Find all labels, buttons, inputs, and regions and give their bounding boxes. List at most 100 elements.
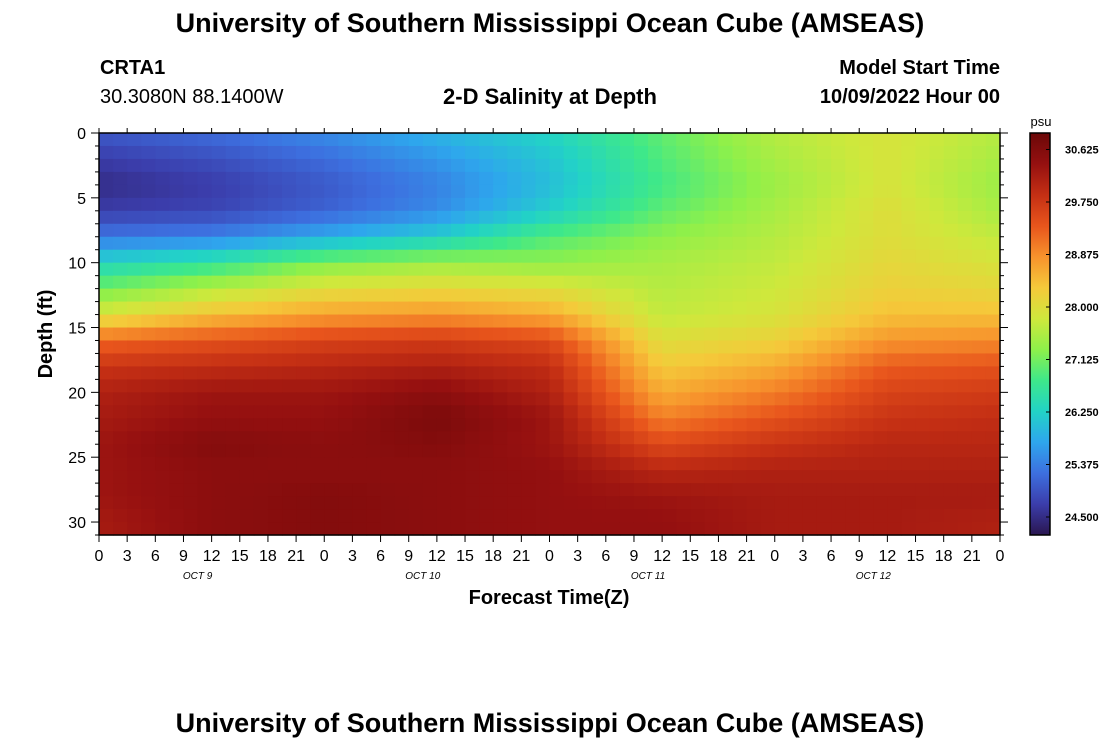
heatmap-cell xyxy=(99,223,114,238)
heatmap-cell xyxy=(662,133,677,147)
heatmap-cell xyxy=(648,288,663,303)
heatmap-cell xyxy=(563,405,579,419)
heatmap-cell xyxy=(465,431,480,445)
heatmap-cell xyxy=(535,418,551,432)
heatmap-cell xyxy=(155,314,170,329)
heatmap-cell xyxy=(929,288,945,303)
heatmap-cell xyxy=(225,133,241,147)
heatmap-cell xyxy=(816,522,832,536)
heatmap-cell xyxy=(831,483,846,497)
heatmap-cell xyxy=(99,496,114,510)
heatmap-cell xyxy=(141,340,156,355)
heatmap-cell xyxy=(507,470,522,484)
heatmap-cell xyxy=(816,145,832,160)
heatmap-cell xyxy=(732,470,748,484)
heatmap-cell xyxy=(436,145,452,160)
heatmap-cell xyxy=(831,444,846,458)
heatmap-cell xyxy=(619,223,635,238)
heatmap-cell xyxy=(535,288,551,303)
heatmap-cell xyxy=(901,197,917,212)
heatmap-cell xyxy=(859,340,874,355)
heatmap-cell xyxy=(507,379,522,393)
heatmap-cell xyxy=(211,171,227,186)
heatmap-cell xyxy=(605,171,621,186)
heatmap-cell xyxy=(788,353,804,368)
heatmap-cell xyxy=(859,392,874,406)
heatmap-cell xyxy=(549,145,565,160)
heatmap-cell xyxy=(324,392,339,406)
heatmap-cell xyxy=(408,314,424,329)
heatmap-cell xyxy=(436,457,452,471)
heatmap-cell xyxy=(465,145,480,160)
heatmap-cell xyxy=(605,210,621,225)
heatmap-cell xyxy=(845,262,860,277)
heatmap-cell xyxy=(507,314,522,329)
heatmap-cell xyxy=(507,405,522,419)
heatmap-cell xyxy=(985,236,1001,251)
heatmap-cell xyxy=(169,340,185,355)
heatmap-cell xyxy=(732,171,748,186)
heatmap-cell xyxy=(718,236,734,251)
heatmap-cell xyxy=(521,236,537,251)
heatmap-cell xyxy=(901,483,917,497)
heatmap-cell xyxy=(155,418,170,432)
heatmap-cell xyxy=(662,171,677,186)
heatmap-cell xyxy=(324,431,339,445)
heatmap-cell xyxy=(310,470,325,484)
heatmap-cell xyxy=(915,379,931,393)
heatmap-cell xyxy=(310,262,325,277)
heatmap-cell xyxy=(605,145,621,160)
heatmap-cell xyxy=(155,236,170,251)
heatmap-cell xyxy=(521,223,537,238)
heatmap-cell xyxy=(366,236,382,251)
heatmap-cell xyxy=(943,249,959,264)
heatmap-cell xyxy=(549,184,565,199)
heatmap-cell xyxy=(310,392,325,406)
heatmap-cell xyxy=(225,197,241,212)
heatmap-cell xyxy=(690,522,705,536)
heatmap-cell xyxy=(113,405,128,419)
heatmap-cell xyxy=(521,392,537,406)
heatmap-cell xyxy=(633,457,649,471)
heatmap-cell xyxy=(141,171,156,186)
heatmap-cell xyxy=(183,366,199,380)
heatmap-cell xyxy=(887,158,903,173)
heatmap-cell xyxy=(901,301,917,316)
heatmap-cell xyxy=(479,496,494,510)
heatmap-cell xyxy=(127,133,142,147)
heatmap-cell xyxy=(690,340,705,355)
heatmap-cell xyxy=(450,353,466,368)
heatmap-cell xyxy=(450,275,466,290)
heatmap-cell xyxy=(394,509,410,523)
heatmap-cell xyxy=(99,431,114,445)
heatmap-cell xyxy=(873,340,888,355)
heatmap-cell xyxy=(380,223,396,238)
heatmap-cell xyxy=(113,353,128,368)
heatmap-cell xyxy=(901,457,917,471)
heatmap-cell xyxy=(141,392,156,406)
heatmap-cell xyxy=(985,223,1001,238)
heatmap-cell xyxy=(873,379,888,393)
heatmap-cell xyxy=(901,444,917,458)
heatmap-cell xyxy=(183,249,199,264)
heatmap-cell xyxy=(901,314,917,329)
heatmap-cell xyxy=(479,392,494,406)
heatmap-cell xyxy=(774,457,790,471)
heatmap-cell xyxy=(845,392,860,406)
heatmap-cell xyxy=(141,457,156,471)
heatmap-cell xyxy=(324,418,339,432)
heatmap-cell xyxy=(155,158,170,173)
heatmap-cell xyxy=(577,470,593,484)
heatmap-cell xyxy=(591,133,607,147)
heatmap-cell xyxy=(690,379,705,393)
heatmap-cell xyxy=(619,327,635,342)
heatmap-cell xyxy=(225,158,241,173)
heatmap-cell xyxy=(915,496,931,510)
heatmap-cell xyxy=(366,457,382,471)
heatmap-cell xyxy=(774,392,790,406)
heatmap-cell xyxy=(662,236,677,251)
heatmap-cell xyxy=(971,171,987,186)
heatmap-cell xyxy=(380,496,396,510)
heatmap-cell xyxy=(225,379,241,393)
heatmap-cell xyxy=(873,522,888,536)
